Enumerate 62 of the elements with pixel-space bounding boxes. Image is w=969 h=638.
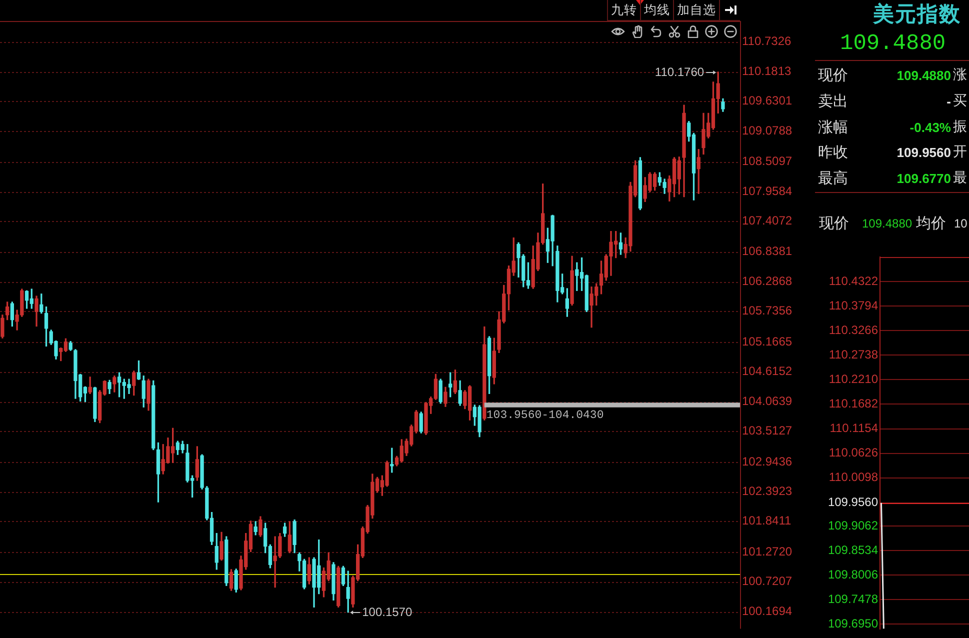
text: 109.6770 — [896, 170, 951, 188]
y-tick-label: 105.7356 — [742, 304, 792, 318]
text: 买 — [953, 92, 967, 110]
y-tick-label: 102.3923 — [742, 484, 792, 498]
y-tick-label: 100.1694 — [742, 604, 792, 618]
y-tick-label: 106.8381 — [742, 244, 792, 258]
y-tick-label: 110.4322 — [828, 274, 878, 288]
text: 加自选 — [673, 0, 719, 20]
y-tick-label: 109.6301 — [742, 94, 792, 108]
y-tick-label: 110.3266 — [828, 322, 878, 337]
y-tick-label: 109.7478 — [828, 592, 878, 606]
text: 昨收 — [818, 143, 848, 162]
y-tick-label: 109.9560 — [828, 495, 878, 510]
y-tick-label: 106.2868 — [742, 274, 792, 288]
y-tick-label: 110.2738 — [828, 347, 878, 362]
y-tick-label: 103.5127 — [742, 424, 792, 438]
y-tick-label: 107.9584 — [742, 184, 792, 198]
text: 现价 — [818, 66, 848, 84]
y-tick-label: 105.1665 — [742, 334, 792, 348]
text: 振 — [953, 118, 967, 136]
y-tick-label: 101.2720 — [742, 544, 792, 558]
y-tick-label: 110.1813 — [742, 64, 792, 78]
y-tick-label: 109.8534 — [828, 542, 878, 557]
y-tick-label: 101.8411 — [742, 514, 792, 528]
text: 10 — [954, 216, 968, 230]
text: 最 — [953, 169, 967, 188]
text: 最高 — [818, 169, 848, 188]
y-tick-label: 100.7207 — [742, 574, 792, 588]
y-tick-label: 104.0639 — [742, 394, 792, 408]
text: 109.4880 — [862, 216, 912, 230]
y-tick-label: 110.2210 — [828, 372, 878, 386]
y-tick-label: 109.6950 — [828, 616, 878, 630]
y-tick-label: 107.4072 — [742, 214, 792, 228]
text: -0.43% — [910, 118, 951, 137]
y-tick-label: 110.1154 — [830, 421, 878, 436]
text: 现价 — [819, 214, 849, 232]
text: - — [946, 92, 951, 111]
y-tick-label: 110.3794 — [828, 298, 878, 312]
y-tick-label: 102.9436 — [742, 454, 792, 468]
text: 涨幅 — [818, 118, 848, 136]
y-tick-label: 109.9062 — [828, 518, 878, 532]
y-tick-label: 109.8006 — [828, 567, 878, 582]
y-tick-label: 110.0626 — [828, 446, 878, 460]
y-tick-label: 109.0788 — [742, 123, 792, 138]
text: 109.9560 — [896, 144, 951, 162]
text: 卖出 — [818, 92, 848, 110]
y-tick-label: 104.6152 — [742, 364, 792, 378]
text: 109.4880 — [896, 67, 951, 85]
annotation: 110.1760 — [654, 64, 704, 79]
text: 九转 — [607, 0, 640, 20]
y-tick-label: 110.1682 — [828, 396, 878, 411]
annotation: 100.1570 — [362, 604, 412, 619]
text: 开 — [953, 143, 967, 162]
band-label: 103.9560-104.0430 — [486, 409, 604, 422]
text: 均线 — [640, 0, 673, 20]
y-tick-label: 110.7326 — [742, 34, 792, 48]
text: 涨 — [953, 66, 967, 84]
y-tick-label: 110.0098 — [828, 470, 878, 484]
text: 109.4880 — [840, 31, 946, 57]
text: 均价 — [915, 214, 946, 232]
y-tick-label: 108.5097 — [742, 154, 792, 168]
text: 美元指数 — [873, 1, 961, 27]
